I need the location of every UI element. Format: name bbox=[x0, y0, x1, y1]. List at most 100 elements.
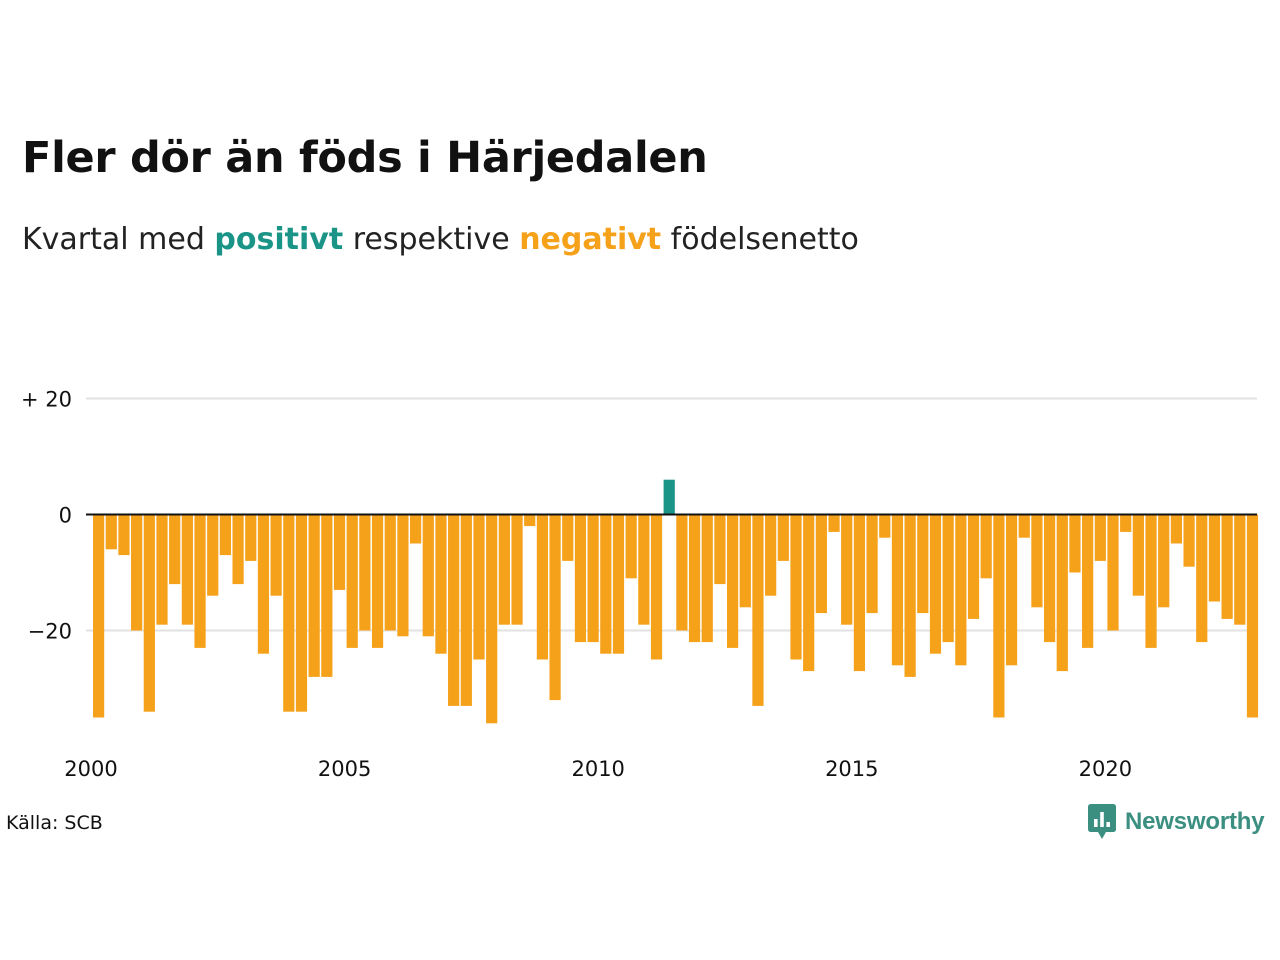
subtitle-suffix: födelsenetto bbox=[661, 222, 859, 257]
bar bbox=[460, 514, 472, 706]
x-tick-label: 2005 bbox=[318, 757, 371, 781]
bar bbox=[790, 514, 802, 660]
subtitle-prefix: Kvartal med bbox=[22, 222, 215, 257]
bar bbox=[194, 514, 206, 648]
bar bbox=[739, 514, 751, 608]
bar bbox=[803, 514, 815, 672]
bar bbox=[714, 514, 726, 585]
bars bbox=[93, 479, 1259, 724]
bar bbox=[498, 514, 510, 625]
bar bbox=[917, 514, 929, 614]
bar bbox=[333, 514, 346, 590]
bar bbox=[1056, 514, 1068, 672]
chart-subtitle: Kvartal med positivt respektive negativt… bbox=[22, 222, 859, 257]
bar bbox=[422, 514, 434, 637]
bar bbox=[511, 514, 523, 625]
bar bbox=[600, 514, 612, 654]
bar bbox=[891, 514, 904, 666]
bar bbox=[1018, 514, 1030, 538]
bar bbox=[486, 514, 498, 724]
bar bbox=[1170, 514, 1182, 544]
bar bbox=[536, 514, 548, 660]
bar bbox=[359, 514, 371, 631]
bar bbox=[828, 514, 840, 532]
x-tick-label: 2010 bbox=[571, 757, 624, 781]
bar bbox=[245, 514, 257, 561]
bar bbox=[727, 514, 739, 648]
bar bbox=[410, 514, 422, 544]
bar bbox=[105, 514, 117, 550]
y-tick-label: 0 bbox=[59, 504, 72, 528]
bar bbox=[1094, 514, 1106, 561]
bar bbox=[993, 514, 1005, 718]
source-note: Källa: SCB bbox=[6, 812, 103, 834]
x-tick-label: 2020 bbox=[1079, 757, 1132, 781]
bar bbox=[625, 514, 637, 579]
bar bbox=[257, 514, 270, 654]
bar bbox=[980, 514, 992, 579]
bar bbox=[752, 514, 764, 706]
bar bbox=[1208, 514, 1221, 602]
bar bbox=[346, 514, 358, 648]
bar bbox=[676, 514, 688, 631]
x-tick-label: 2015 bbox=[825, 757, 878, 781]
bar bbox=[143, 514, 155, 712]
bar bbox=[473, 514, 485, 660]
subtitle-middle: respektive bbox=[343, 222, 520, 257]
bar bbox=[1183, 514, 1195, 567]
y-tick-label: −20 bbox=[28, 620, 72, 644]
bar bbox=[156, 514, 168, 625]
bar bbox=[1005, 514, 1018, 666]
bar bbox=[283, 514, 295, 712]
bar bbox=[955, 514, 967, 666]
bar bbox=[562, 514, 574, 561]
bar bbox=[448, 514, 460, 706]
bar bbox=[181, 514, 193, 625]
bar bbox=[524, 514, 536, 527]
bar bbox=[270, 514, 282, 596]
bar bbox=[929, 514, 942, 654]
bar bbox=[638, 514, 650, 625]
bar bbox=[118, 514, 130, 556]
subtitle-negative-word: negativt bbox=[519, 222, 662, 257]
bar bbox=[131, 514, 143, 631]
bar bbox=[1196, 514, 1208, 643]
bar bbox=[866, 514, 878, 614]
bar bbox=[942, 514, 954, 643]
bar bbox=[701, 514, 713, 643]
bar bbox=[308, 514, 320, 677]
bar bbox=[574, 514, 587, 643]
bar bbox=[1234, 514, 1246, 625]
bar bbox=[1107, 514, 1119, 631]
bar bbox=[295, 514, 308, 712]
bar bbox=[1031, 514, 1043, 608]
bar bbox=[207, 514, 219, 596]
bar bbox=[169, 514, 181, 585]
bar bbox=[765, 514, 777, 596]
y-tick-label: + 20 bbox=[21, 388, 72, 412]
bar bbox=[1069, 514, 1081, 573]
bar bbox=[853, 514, 865, 672]
bar bbox=[549, 514, 561, 701]
bar bbox=[93, 514, 105, 718]
bar bbox=[219, 514, 231, 556]
bar bbox=[650, 514, 663, 660]
bar bbox=[232, 514, 244, 585]
bar bbox=[587, 514, 599, 643]
x-tick-label: 2000 bbox=[64, 757, 117, 781]
bar bbox=[841, 514, 853, 625]
chat-bar-chart-icon bbox=[1088, 804, 1116, 839]
bar bbox=[1132, 514, 1144, 596]
bar bbox=[321, 514, 333, 677]
bar bbox=[1158, 514, 1170, 608]
bar bbox=[815, 514, 827, 614]
bar bbox=[435, 514, 447, 654]
brand-name: Newsworthy bbox=[1125, 808, 1265, 835]
bar bbox=[904, 514, 916, 677]
bar bbox=[967, 514, 980, 619]
bar bbox=[1246, 514, 1259, 718]
bar bbox=[1082, 514, 1094, 648]
bar bbox=[1221, 514, 1233, 619]
bar bbox=[663, 479, 675, 515]
